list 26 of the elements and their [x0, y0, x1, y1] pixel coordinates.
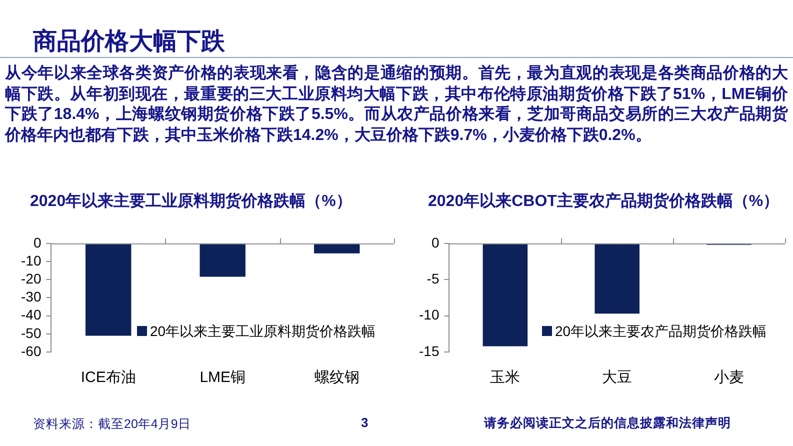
- text: 请务必阅读正文之后的信息披露和法律声明: [484, 415, 731, 432]
- x-tick-label: 大豆: [602, 369, 632, 386]
- legend-label: 20年以来主要农产品期货价格跌幅: [555, 322, 767, 340]
- y-tick-label: -10: [419, 306, 440, 323]
- y-tick-label: -50: [21, 324, 42, 341]
- y-tick-label: -15: [419, 342, 440, 359]
- chart-title: 2020年以来主要工业原料期货价格跌幅（%）: [30, 191, 352, 212]
- y-tick-label: -60: [21, 342, 42, 359]
- text: 3: [361, 415, 368, 430]
- x-tick-label: LME铜: [200, 369, 246, 386]
- y-tick-label: -40: [21, 306, 42, 323]
- y-tick-label: -20: [21, 270, 42, 286]
- x-tick-label: ICE布油: [80, 369, 136, 386]
- text: 资料来源：截至20年4月9日: [33, 416, 191, 433]
- x-tick-label: 螺纹钢: [314, 369, 360, 386]
- y-tick-label: 0: [33, 234, 42, 250]
- chart-title: 2020年以来CBOT主要农产品期货价格跌幅（%）: [428, 191, 780, 212]
- x-tick-label: 玉米: [490, 369, 520, 386]
- x-tick-label: 小麦: [714, 369, 744, 386]
- y-tick-label: -30: [21, 288, 42, 305]
- text: 从今年以来全球各类资产价格的表现来看，隐含的是通缩的预期。首先，最为直观的表现是各类商品价格的大幅下跌。从年初到现在，最重要的三大工业原料均大幅下跌，其中布伦特原油期货价格下跌了51%，LME铜价下跌了18.4%，上海螺纹钢期货价格下跌了5.5%。而从农产品价格来看，芝加哥商品交易所的三大农产品期货价格年内也都有下跌，其中玉米价格下跌14.2%，大豆价格下跌9.7%，小麦价格下跌0.2%。: [5, 64, 788, 146]
- text: 商品价格大幅下跌: [33, 27, 225, 57]
- y-tick-label: -5: [426, 270, 440, 286]
- y-tick-label: 0: [431, 234, 440, 250]
- legend-label: 20年以来主要工业原料期货价格跌幅: [150, 322, 376, 340]
- y-tick-label: -10: [21, 252, 42, 268]
